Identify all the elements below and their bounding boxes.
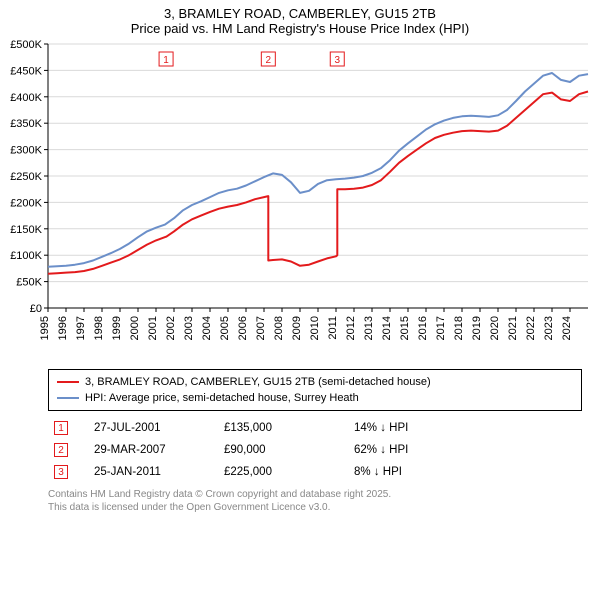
- svg-text:2014: 2014: [381, 316, 393, 340]
- events-table: 1 27-JUL-2001£135,00014% ↓ HPI 2 29-MAR-200…: [48, 417, 582, 483]
- svg-text:2008: 2008: [273, 316, 285, 340]
- footer-attribution: Contains HM Land Registry data © Crown c…: [48, 489, 582, 514]
- svg-text:£450K: £450K: [10, 65, 42, 77]
- svg-text:2015: 2015: [399, 316, 411, 340]
- svg-text:1: 1: [163, 55, 169, 66]
- svg-text:£200K: £200K: [10, 197, 42, 209]
- svg-text:1995: 1995: [39, 316, 51, 340]
- svg-text:2001: 2001: [147, 316, 159, 340]
- svg-text:1998: 1998: [93, 316, 105, 340]
- svg-text:2019: 2019: [471, 316, 483, 340]
- svg-text:2010: 2010: [309, 316, 321, 340]
- legend-label: HPI: Average price, semi-detached house,…: [85, 390, 359, 406]
- event-marker: 3: [54, 465, 68, 479]
- event-row: 3 25-JAN-2011£225,0008% ↓ HPI: [48, 461, 582, 483]
- svg-text:2024: 2024: [561, 316, 573, 340]
- event-price: £90,000: [218, 439, 348, 461]
- legend-row: 3, BRAMLEY ROAD, CAMBERLEY, GU15 2TB (se…: [57, 374, 573, 390]
- svg-text:2020: 2020: [489, 316, 501, 340]
- legend: 3, BRAMLEY ROAD, CAMBERLEY, GU15 2TB (se…: [48, 369, 582, 411]
- svg-text:2006: 2006: [237, 316, 249, 340]
- svg-text:2009: 2009: [291, 316, 303, 340]
- svg-text:2022: 2022: [525, 316, 537, 340]
- svg-text:£350K: £350K: [10, 118, 42, 130]
- svg-text:2016: 2016: [417, 316, 429, 340]
- svg-text:2021: 2021: [507, 316, 519, 340]
- legend-swatch: [57, 397, 79, 399]
- event-row: 2 29-MAR-2007£90,00062% ↓ HPI: [48, 439, 582, 461]
- event-price: £135,000: [218, 417, 348, 439]
- event-date: 25-JAN-2011: [88, 461, 218, 483]
- svg-text:2023: 2023: [543, 316, 555, 340]
- event-delta: 8% ↓ HPI: [348, 461, 582, 483]
- svg-text:£500K: £500K: [10, 40, 42, 51]
- event-price: £225,000: [218, 461, 348, 483]
- svg-text:3: 3: [334, 55, 340, 66]
- chart-title-main: 3, BRAMLEY ROAD, CAMBERLEY, GU15 2TB: [0, 6, 600, 21]
- legend-label: 3, BRAMLEY ROAD, CAMBERLEY, GU15 2TB (se…: [85, 374, 431, 390]
- svg-text:2018: 2018: [453, 316, 465, 340]
- event-date: 29-MAR-2007: [88, 439, 218, 461]
- svg-text:£400K: £400K: [10, 92, 42, 104]
- svg-text:£300K: £300K: [10, 145, 42, 157]
- svg-text:1999: 1999: [111, 316, 123, 340]
- svg-text:£50K: £50K: [16, 277, 42, 289]
- svg-text:£0: £0: [30, 303, 42, 315]
- svg-text:2012: 2012: [345, 316, 357, 340]
- legend-swatch: [57, 381, 79, 383]
- svg-text:2017: 2017: [435, 316, 447, 340]
- svg-text:£150K: £150K: [10, 224, 42, 236]
- svg-text:1997: 1997: [75, 316, 87, 340]
- svg-text:2002: 2002: [165, 316, 177, 340]
- svg-text:£100K: £100K: [10, 250, 42, 262]
- footer-line: This data is licensed under the Open Gov…: [48, 502, 582, 515]
- event-date: 27-JUL-2001: [88, 417, 218, 439]
- chart-titles: 3, BRAMLEY ROAD, CAMBERLEY, GU15 2TB Pri…: [0, 0, 600, 36]
- svg-text:£250K: £250K: [10, 171, 42, 183]
- svg-text:2013: 2013: [363, 316, 375, 340]
- legend-row: HPI: Average price, semi-detached house,…: [57, 390, 573, 406]
- footer-line: Contains HM Land Registry data © Crown c…: [48, 489, 582, 502]
- event-delta: 62% ↓ HPI: [348, 439, 582, 461]
- event-row: 1 27-JUL-2001£135,00014% ↓ HPI: [48, 417, 582, 439]
- svg-text:2005: 2005: [219, 316, 231, 340]
- chart-area: £0 £50K £100K £150K £200K £250K £300K £350K £400…: [0, 40, 600, 363]
- svg-text:2007: 2007: [255, 316, 267, 340]
- svg-text:2004: 2004: [201, 316, 213, 340]
- svg-text:2000: 2000: [129, 316, 141, 340]
- event-delta: 14% ↓ HPI: [348, 417, 582, 439]
- svg-text:2011: 2011: [327, 316, 339, 340]
- event-marker: 2: [54, 443, 68, 457]
- svg-text:2003: 2003: [183, 316, 195, 340]
- line-chart: £0 £50K £100K £150K £200K £250K £300K £350K £400…: [0, 40, 600, 358]
- event-marker: 1: [54, 421, 68, 435]
- chart-title-sub: Price paid vs. HM Land Registry's House …: [0, 21, 600, 36]
- svg-text:2: 2: [266, 55, 272, 66]
- svg-text:1996: 1996: [57, 316, 69, 340]
